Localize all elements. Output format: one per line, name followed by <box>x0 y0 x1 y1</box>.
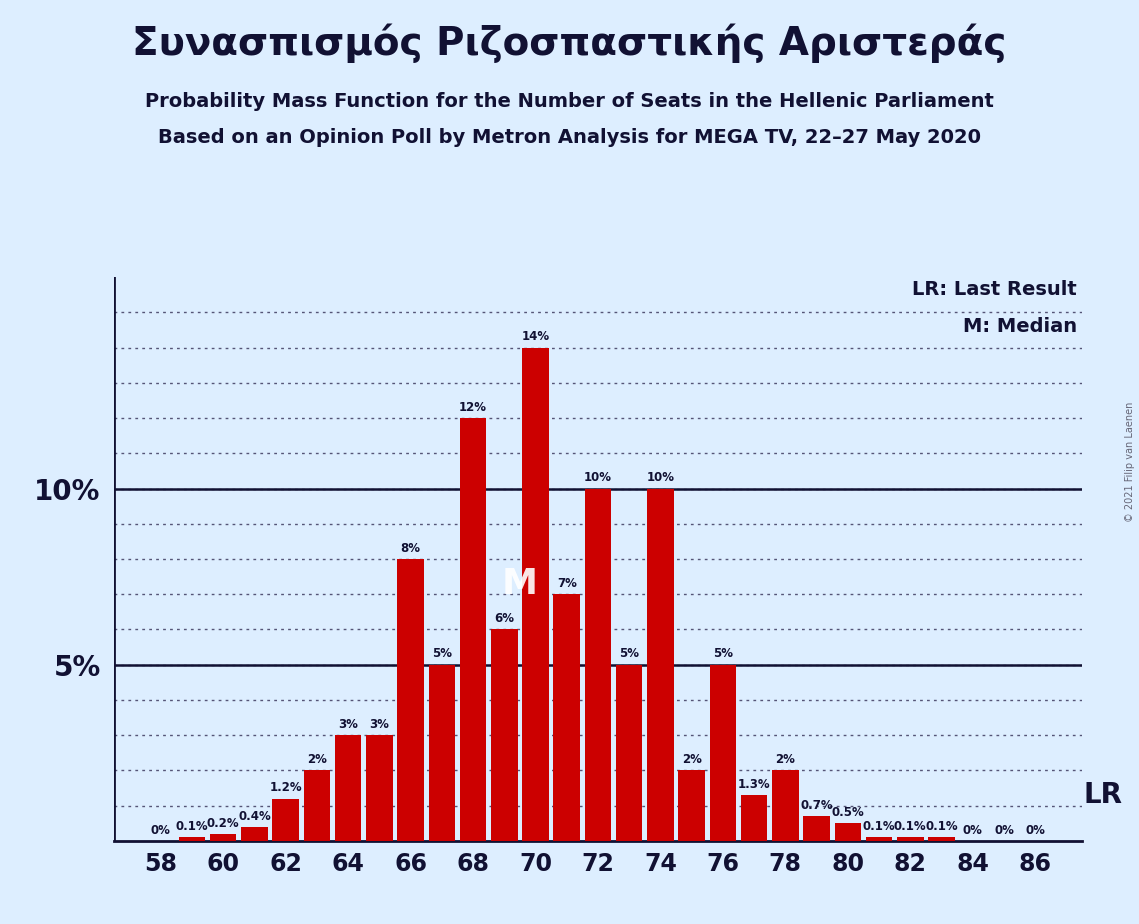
Bar <box>241 827 268 841</box>
Text: 6%: 6% <box>494 613 515 626</box>
Text: 0.1%: 0.1% <box>175 821 208 833</box>
Text: 0%: 0% <box>150 823 171 836</box>
Bar <box>616 664 642 841</box>
Text: 0%: 0% <box>994 823 1014 836</box>
Bar <box>523 347 549 841</box>
Bar <box>679 771 705 841</box>
Text: M: Median: M: Median <box>964 317 1077 335</box>
Bar <box>928 837 954 841</box>
Bar <box>272 798 298 841</box>
Text: M: M <box>502 567 538 602</box>
Bar <box>366 736 393 841</box>
Bar <box>304 771 330 841</box>
Text: 2%: 2% <box>776 753 795 766</box>
Bar <box>428 664 456 841</box>
Text: 0%: 0% <box>1025 823 1046 836</box>
Text: 0.5%: 0.5% <box>831 806 865 819</box>
Bar <box>398 559 424 841</box>
Text: LR: Last Result: LR: Last Result <box>912 280 1077 299</box>
Bar <box>647 489 673 841</box>
Text: 2%: 2% <box>682 753 702 766</box>
Text: 0.1%: 0.1% <box>862 821 895 833</box>
Text: 0.1%: 0.1% <box>925 821 958 833</box>
Bar <box>740 795 768 841</box>
Bar <box>554 594 580 841</box>
Text: 1.2%: 1.2% <box>269 782 302 795</box>
Text: 0.2%: 0.2% <box>207 817 239 830</box>
Text: 0%: 0% <box>962 823 983 836</box>
Text: 7%: 7% <box>557 577 576 590</box>
Text: 10%: 10% <box>647 471 674 484</box>
Bar <box>803 816 830 841</box>
Text: Based on an Opinion Poll by Metron Analysis for MEGA TV, 22–27 May 2020: Based on an Opinion Poll by Metron Analy… <box>158 128 981 147</box>
Text: 5%: 5% <box>432 648 452 661</box>
Text: 0.7%: 0.7% <box>801 799 833 812</box>
Text: 5%: 5% <box>620 648 639 661</box>
Text: 12%: 12% <box>459 401 487 414</box>
Text: 3%: 3% <box>338 718 358 731</box>
Bar <box>898 837 924 841</box>
Bar <box>835 823 861 841</box>
Bar <box>710 664 736 841</box>
Text: 2%: 2% <box>308 753 327 766</box>
Text: 14%: 14% <box>522 331 550 344</box>
Bar <box>584 489 612 841</box>
Bar <box>210 833 237 841</box>
Text: 0.1%: 0.1% <box>894 821 927 833</box>
Text: © 2021 Filip van Laenen: © 2021 Filip van Laenen <box>1125 402 1134 522</box>
Bar <box>179 837 205 841</box>
Bar <box>335 736 361 841</box>
Bar <box>772 771 798 841</box>
Bar <box>866 837 892 841</box>
Text: 10%: 10% <box>584 471 612 484</box>
Text: 3%: 3% <box>369 718 390 731</box>
Bar <box>460 418 486 841</box>
Text: Συνασπισμός Ριζοσπαστικής Αριστεράς: Συνασπισμός Ριζοσπαστικής Αριστεράς <box>132 23 1007 63</box>
Bar <box>491 629 517 841</box>
Text: 0.4%: 0.4% <box>238 809 271 822</box>
Text: Probability Mass Function for the Number of Seats in the Hellenic Parliament: Probability Mass Function for the Number… <box>145 92 994 112</box>
Text: LR: LR <box>1084 781 1123 809</box>
Text: 1.3%: 1.3% <box>738 778 770 791</box>
Text: 5%: 5% <box>713 648 732 661</box>
Text: 8%: 8% <box>401 541 420 554</box>
